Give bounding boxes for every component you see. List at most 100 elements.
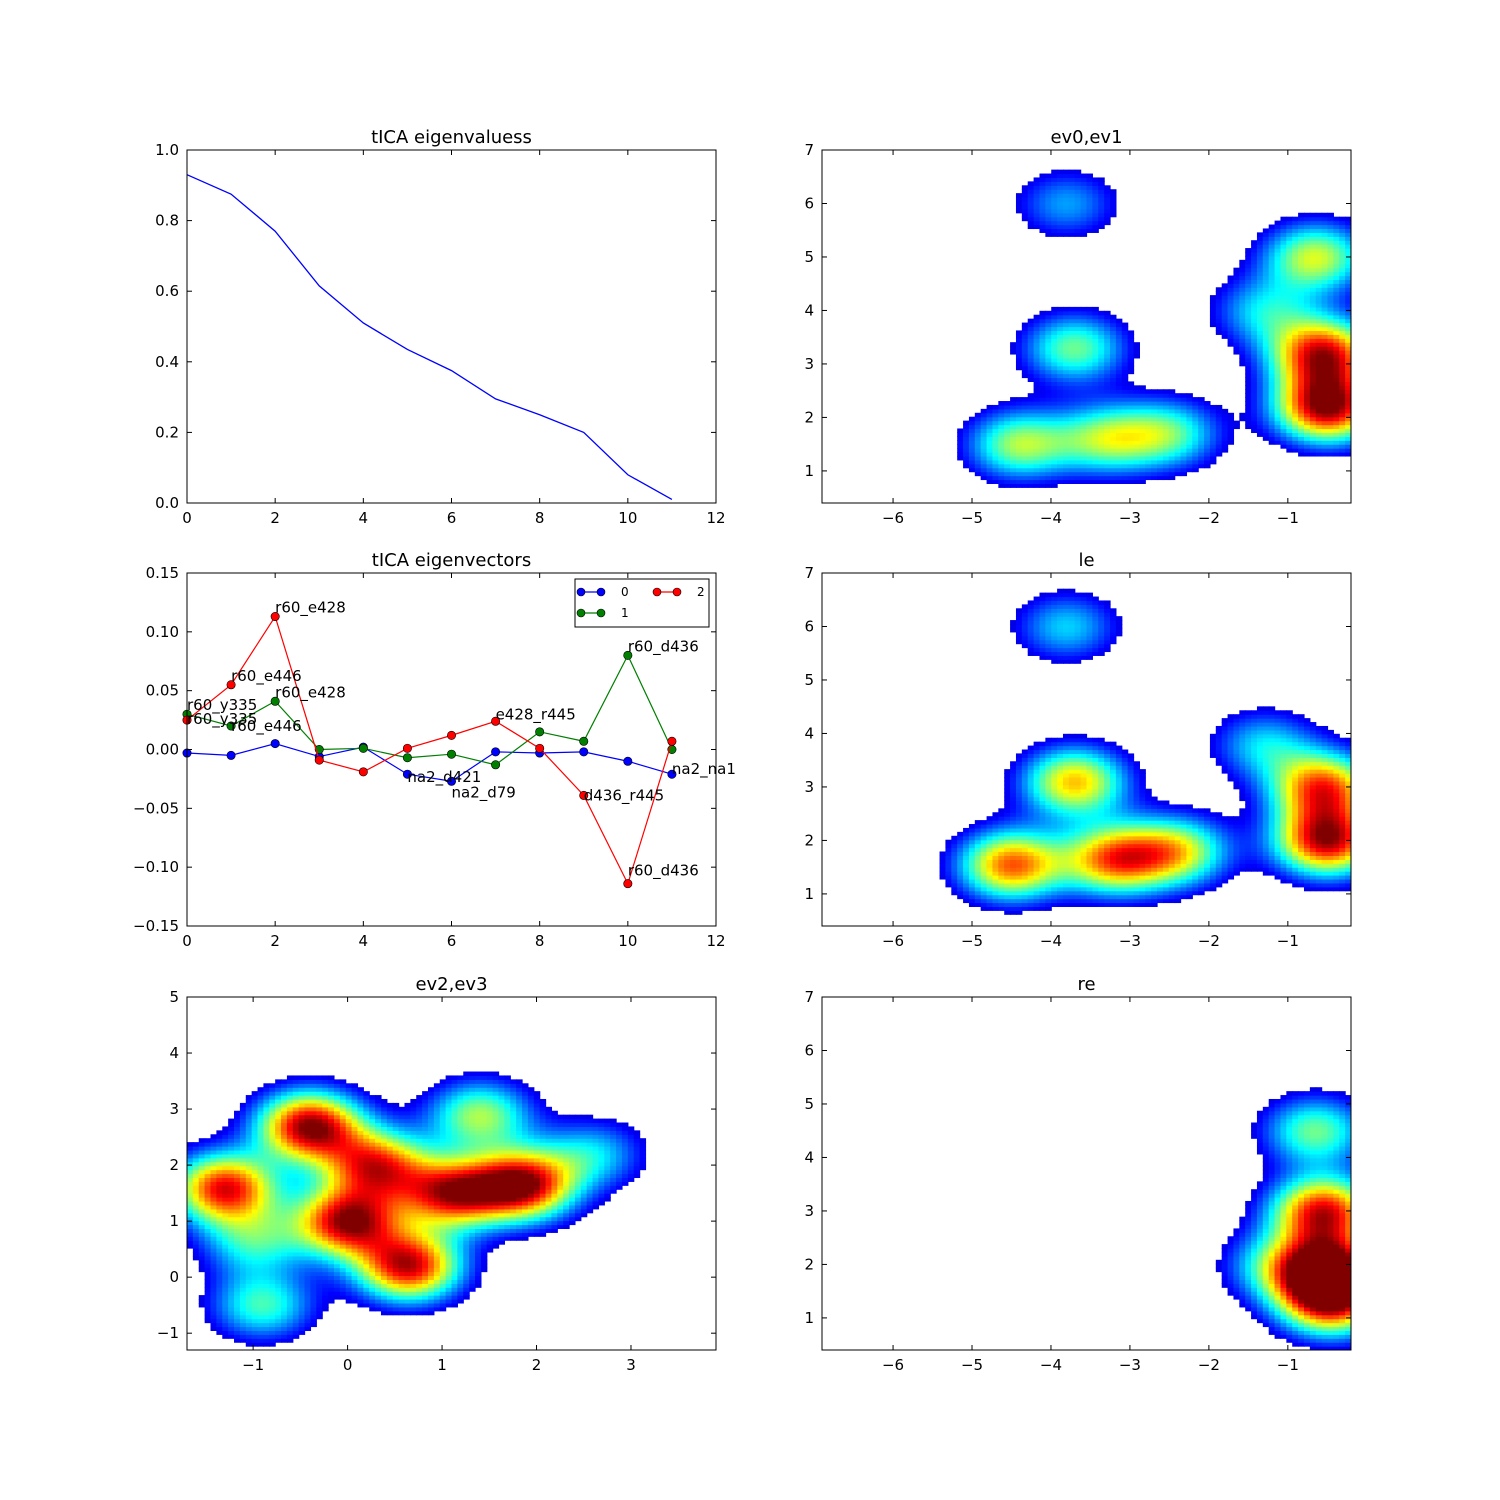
heatmap-cell [569, 1204, 576, 1210]
heatmap-cell [275, 1181, 282, 1186]
heatmap-cell [339, 1248, 347, 1253]
heatmap-cell [427, 1177, 435, 1182]
heatmap-cell [498, 1087, 505, 1092]
heatmap-cell [298, 1251, 306, 1257]
heatmap-cell [263, 1248, 270, 1253]
heatmap-cell [351, 1216, 359, 1222]
heatmap-cell [580, 1114, 588, 1120]
heatmap-cell [1098, 326, 1105, 332]
heatmap-cell [475, 1193, 482, 1198]
heatmap-cell [410, 1197, 417, 1202]
heatmap-cell [451, 1079, 458, 1084]
heatmap-cell [269, 1255, 276, 1261]
heatmap-cell [527, 1212, 535, 1218]
heatmap-cell [457, 1279, 464, 1284]
heatmap-cell [286, 1157, 294, 1163]
heatmap-cell [439, 1267, 447, 1273]
heatmap-cell [339, 1095, 347, 1100]
heatmap-cell [1086, 408, 1093, 414]
heatmap-cell [1045, 314, 1052, 320]
heatmap-cell [516, 1173, 523, 1179]
heatmap-cell [1051, 404, 1058, 410]
heatmap-cell [504, 1095, 511, 1100]
heatmap-cell [216, 1244, 223, 1249]
heatmap-cell [1057, 177, 1064, 182]
heatmap-cell [286, 1110, 294, 1116]
heatmap-cell [304, 1102, 312, 1108]
heatmap-cell [1045, 177, 1052, 182]
heatmap-cell [410, 1177, 417, 1182]
heatmap-cell [222, 1334, 229, 1339]
heatmap-cell [369, 1149, 376, 1155]
heatmap-cell [610, 1157, 617, 1163]
heatmap-cell [1062, 169, 1070, 175]
heatmap-cell [351, 1212, 359, 1218]
heatmap-cell [1092, 448, 1099, 453]
heatmap-cell [433, 1216, 441, 1222]
heatmap-cell [298, 1185, 306, 1190]
heatmap-cell [974, 463, 982, 469]
heatmap-cell [298, 1271, 306, 1277]
heatmap-cell [298, 1146, 306, 1151]
heatmap-cell [1092, 377, 1099, 383]
heatmap-cell [445, 1142, 453, 1147]
heatmap-cell [375, 1236, 382, 1241]
heatmap-cell [604, 1173, 611, 1179]
heatmap-cell [527, 1169, 535, 1175]
heatmap-cell [416, 1110, 423, 1116]
heatmap-cell [1010, 455, 1017, 461]
heatmap-cell [363, 1122, 370, 1128]
heatmap-cell [304, 1216, 312, 1222]
heatmap-cell [527, 1216, 535, 1222]
heatmap-cell [1104, 444, 1111, 449]
heatmap-cell [516, 1146, 523, 1151]
heatmap-cell [245, 1299, 253, 1304]
heatmap-cell [433, 1134, 441, 1139]
heatmap-cell [339, 1110, 347, 1116]
heatmap-cell [369, 1212, 376, 1218]
heatmap-cell [563, 1212, 570, 1218]
heatmap-cell [992, 416, 999, 422]
heatmap-cell [251, 1338, 259, 1343]
heatmap-cell [604, 1161, 611, 1167]
heatmap-cell [251, 1114, 259, 1120]
heatmap-cell [469, 1248, 476, 1253]
heatmap-cell [333, 1283, 341, 1288]
heatmap-cell [216, 1326, 223, 1331]
heatmap-cell [433, 1130, 441, 1135]
heatmap-cell [216, 1169, 223, 1175]
heatmap-cell [257, 1299, 265, 1304]
heatmap-cell [1074, 420, 1082, 426]
heatmap-cell [469, 1091, 476, 1096]
heatmap-cell [1074, 212, 1082, 218]
heatmap-cell [974, 444, 982, 449]
heatmap-cell [310, 1153, 317, 1159]
heatmap-cell [281, 1291, 288, 1296]
heatmap-cell [204, 1267, 212, 1273]
heatmap-cell [422, 1267, 429, 1273]
heatmap-cell [451, 1095, 458, 1100]
heatmap-cell [1092, 189, 1099, 194]
heatmap-cell [281, 1338, 288, 1343]
heatmap-cell [345, 1173, 353, 1179]
heatmap-cell [292, 1149, 300, 1155]
heatmap-cell [239, 1314, 247, 1320]
heatmap-cell [257, 1200, 265, 1206]
heatmap-cell [427, 1208, 435, 1214]
heatmap-cell [192, 1255, 200, 1261]
heatmap-cell [410, 1236, 417, 1241]
heatmap-cell [363, 1216, 370, 1222]
heatmap-cell [380, 1287, 388, 1292]
heatmap-cell [275, 1169, 282, 1175]
heatmap-cell [375, 1248, 382, 1253]
heatmap-cell [263, 1263, 270, 1269]
heatmap-cell [187, 1197, 194, 1202]
heatmap-cell [316, 1275, 323, 1280]
heatmap-cell [527, 1149, 535, 1155]
heatmap-cell [1068, 232, 1076, 237]
heatmap-cell [263, 1236, 270, 1241]
heatmap-cell [569, 1200, 576, 1206]
heatmap-cell [475, 1181, 482, 1186]
heatmap-cell [463, 1149, 470, 1155]
heatmap-cell [1104, 471, 1111, 477]
